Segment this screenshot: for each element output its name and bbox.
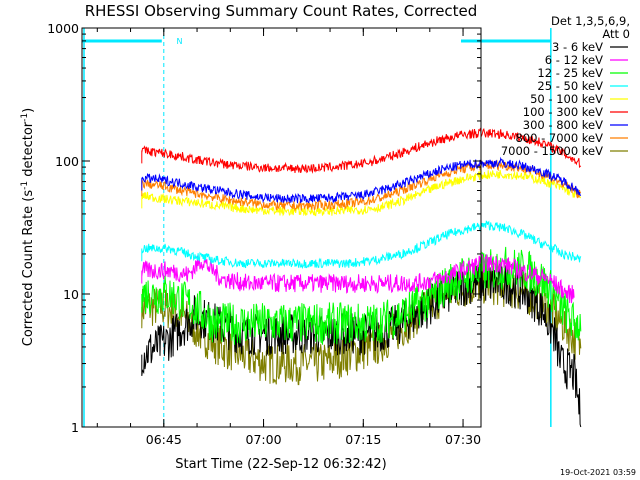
y-axis-label-part2: detector [21, 121, 36, 181]
x-tick-label: 07:15 [345, 432, 381, 447]
footer-timestamp: 19-Oct-2021 03:59 [560, 468, 636, 477]
y-axis-label-sup2: -1 [20, 113, 30, 122]
legend-entry-label: 6 - 12 keV [545, 53, 603, 67]
legend-header-line2: Att 0 [602, 27, 630, 41]
legend-entry-label: 50 - 100 keV [530, 92, 603, 106]
legend-header-line1: Det 1,3,5,6,9, [551, 14, 630, 28]
overlay-layer: N [82, 28, 552, 427]
y-tick-label: 1 [71, 420, 79, 435]
y-tick-label: 1000 [47, 21, 79, 36]
legend-entry-label: 100 - 300 keV [523, 105, 603, 119]
legend-entry-label: 3 - 6 keV [552, 40, 603, 54]
series-line [141, 159, 582, 212]
plot-frame [81, 27, 482, 428]
overlay-flag: N [176, 37, 182, 46]
legend-entry-label: 7000 - 15000 keV [501, 144, 603, 158]
legend-entry-label: 12 - 25 keV [537, 66, 603, 80]
chart-title: RHESSI Observing Summary Count Rates, Co… [85, 2, 478, 20]
series-layer [141, 127, 582, 428]
series-line [141, 246, 582, 345]
series-line [141, 156, 582, 204]
series-line [141, 169, 582, 217]
x-tick-label: 06:45 [146, 432, 182, 447]
x-tick-label: 07:30 [445, 432, 481, 447]
series-line [141, 220, 582, 270]
x-tick-label: 07:00 [246, 432, 282, 447]
y-axis-label-part1: Corrected Count Rate (s [21, 190, 36, 347]
y-axis-label-sup1: -1 [20, 181, 30, 190]
y-tick-label: 10 [63, 287, 79, 302]
y-axis-label: Corrected Count Rate (s-1 detector-1) [20, 108, 36, 346]
y-axis-label-part3: ) [21, 108, 36, 113]
ticks-layer: 06:45 07:00 07:15 07:30 1 10 100 1000 [47, 21, 481, 447]
legend-entry-label: 800 - 7000 keV [515, 131, 603, 145]
y-tick-label: 100 [55, 154, 79, 169]
legend-entry-label: 300 - 800 keV [523, 118, 603, 132]
x-axis-label: Start Time (22-Sep-12 06:32:42) [175, 457, 386, 472]
legend-entry-label: 25 - 50 keV [537, 79, 603, 93]
series-line [141, 127, 582, 174]
series-line [141, 253, 575, 304]
